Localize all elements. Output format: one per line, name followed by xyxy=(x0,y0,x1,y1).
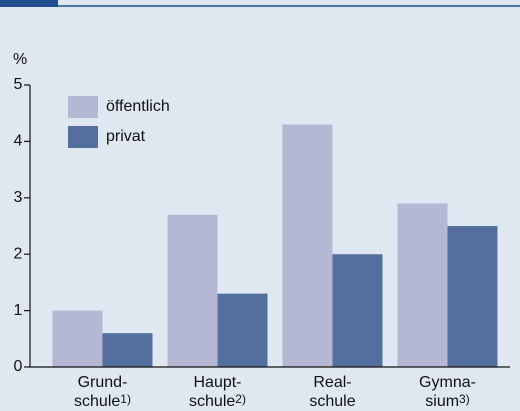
bar xyxy=(102,333,153,367)
x-tick-label: schule xyxy=(309,393,355,410)
x-tick-label-line: sium xyxy=(425,393,459,410)
x-tick-note: 2) xyxy=(235,392,246,406)
x-tick-label-line: Gymna- xyxy=(419,374,476,391)
x-tick-label: Gymna- xyxy=(419,374,476,391)
y-tick-label: 3 xyxy=(14,189,23,206)
x-tick-label: schule2) xyxy=(189,392,246,410)
legend-swatch xyxy=(68,96,98,118)
header-bar xyxy=(0,0,58,7)
y-axis-label: % xyxy=(13,51,27,68)
bar xyxy=(167,214,218,367)
x-tick-label-line: Real- xyxy=(313,374,351,391)
x-tick-label-line: Haupt- xyxy=(193,374,241,391)
x-tick-label-line: schule xyxy=(74,393,120,410)
bar xyxy=(447,226,498,367)
x-tick-label-line: Grund- xyxy=(78,374,128,391)
x-tick-label: schule1) xyxy=(74,392,131,410)
x-tick-label: sium3) xyxy=(425,392,469,410)
bar xyxy=(332,254,383,367)
x-tick-note: 3) xyxy=(459,392,470,406)
legend-swatch xyxy=(68,126,98,148)
legend-label: privat xyxy=(106,128,146,145)
y-tick-label: 5 xyxy=(14,76,23,93)
y-tick-label: 2 xyxy=(14,245,23,262)
bar xyxy=(282,124,333,367)
y-tick-label: 0 xyxy=(14,358,23,375)
x-tick-label: Haupt- xyxy=(193,374,241,391)
x-tick-label-line: schule xyxy=(189,393,235,410)
x-tick-label-line: schule xyxy=(309,393,355,410)
y-tick-label: 1 xyxy=(14,302,23,319)
x-tick-note: 1) xyxy=(120,392,131,406)
bar xyxy=(52,310,103,367)
legend-label: öffentlich xyxy=(106,98,170,115)
x-tick-label: Real- xyxy=(313,374,351,391)
bar xyxy=(217,293,268,367)
x-tick-label: Grund- xyxy=(78,374,128,391)
y-tick-label: 4 xyxy=(14,133,23,150)
bar xyxy=(397,203,448,367)
